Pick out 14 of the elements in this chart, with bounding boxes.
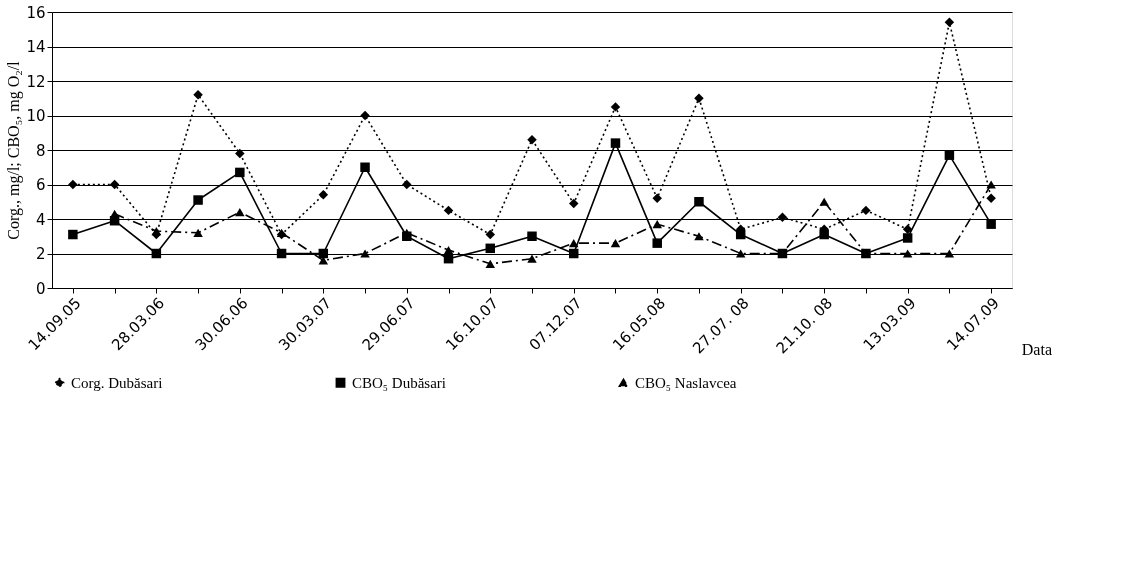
y-tick-label: 8 [35,141,46,160]
y-tick-label: 12 [26,72,46,91]
legend-label: CBO₅ Dubăsari [352,374,446,391]
y-tick-label: 6 [35,176,46,194]
y-tick-label: 16 [26,3,46,22]
y-tick-label: 10 [26,107,46,125]
y-tick-label: 0 [35,279,46,298]
legend-label: Corg. Dubăsari [71,374,163,391]
y-tick-label: 14 [26,38,46,56]
y-tick-label: 4 [35,210,46,229]
legend-label: CBO₅ Naslavcea [635,374,737,391]
y-axis-title: Corg., mg/l; CBO₅, mg O₂/l [5,60,24,240]
x-axis-title: Data [1021,341,1052,358]
y-tick-label: 2 [35,245,46,263]
